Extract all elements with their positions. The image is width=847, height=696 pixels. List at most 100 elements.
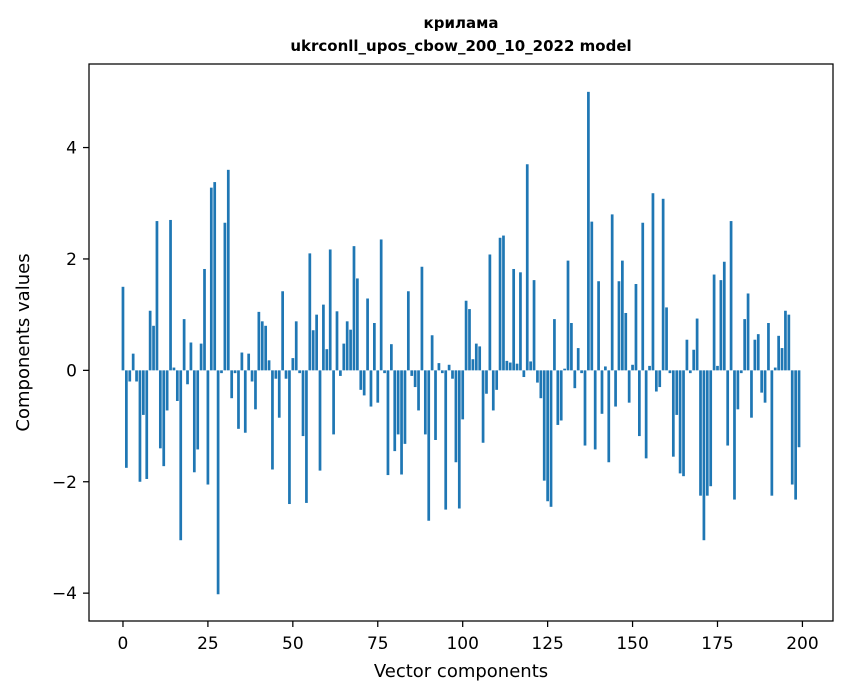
bar-component-156 — [651, 193, 655, 371]
bar-component-136 — [583, 370, 587, 446]
bar-component-153 — [641, 222, 645, 371]
y-tick-label: 4 — [66, 139, 77, 159]
bar-component-161 — [668, 370, 672, 374]
x-tick-label: 75 — [367, 634, 389, 654]
bar-component-133 — [573, 370, 577, 389]
bar-component-148 — [624, 312, 628, 371]
bar-component-35 — [240, 352, 244, 371]
bar-component-125 — [546, 370, 549, 502]
bar-component-100 — [461, 370, 465, 420]
bar-component-144 — [610, 214, 614, 371]
bar-component-178 — [726, 370, 730, 446]
bar-component-38 — [250, 370, 254, 382]
bar-component-74 — [373, 323, 376, 371]
bar-component-102 — [468, 309, 471, 371]
bar-component-9 — [152, 325, 155, 371]
bar-component-39 — [254, 370, 257, 410]
bar-component-83 — [403, 370, 407, 444]
bar-component-130 — [563, 368, 566, 371]
bar-component-87 — [417, 370, 420, 411]
bar-component-163 — [675, 370, 679, 415]
bar-component-15 — [172, 367, 176, 371]
bar-component-118 — [522, 370, 526, 378]
bar-component-172 — [705, 370, 709, 496]
plot-frame — [88, 63, 834, 622]
bar-component-196 — [787, 314, 791, 371]
bar-component-73 — [369, 370, 373, 407]
bar-component-34 — [237, 370, 240, 429]
bar-component-124 — [542, 370, 546, 481]
bar-component-108 — [488, 254, 492, 371]
bar-component-158 — [658, 370, 662, 388]
bar-component-60 — [325, 349, 329, 371]
bar-component-6 — [142, 370, 145, 415]
bar-component-95 — [444, 370, 448, 510]
bar-component-45 — [274, 370, 278, 379]
bar-component-127 — [553, 319, 556, 371]
bar-component-194 — [780, 348, 784, 371]
chart-title: крилама — [424, 14, 499, 32]
bar-component-121 — [532, 280, 536, 371]
bar-component-7 — [145, 370, 149, 479]
bar-component-84 — [406, 291, 410, 371]
y-tick-label: 0 — [66, 361, 77, 381]
bar-component-56 — [311, 330, 315, 371]
bar-component-168 — [692, 349, 696, 371]
bar-component-199 — [797, 370, 801, 448]
bar-component-103 — [471, 359, 475, 371]
bar-component-80 — [393, 370, 397, 452]
bar-component-77 — [383, 370, 386, 374]
bar-component-44 — [271, 370, 274, 470]
bar-component-117 — [519, 272, 522, 371]
bar-component-141 — [600, 370, 604, 414]
bar-component-151 — [634, 284, 638, 371]
bar-component-89 — [423, 370, 427, 435]
bar-component-146 — [617, 281, 621, 371]
bar-component-36 — [243, 370, 247, 433]
bar-component-22 — [196, 370, 200, 450]
bar-component-47 — [281, 291, 284, 371]
bar-component-26 — [209, 187, 213, 371]
bar-component-150 — [631, 364, 634, 371]
bar-component-32 — [230, 370, 234, 399]
bar-component-50 — [291, 358, 295, 371]
bar-component-94 — [440, 370, 444, 374]
bar-component-109 — [491, 370, 495, 411]
bar-component-106 — [481, 370, 485, 443]
bar-component-134 — [576, 348, 580, 371]
bar-component-19 — [186, 370, 189, 385]
x-tick-label: 175 — [701, 634, 733, 654]
bar-component-14 — [169, 219, 172, 371]
bar-component-175 — [716, 365, 719, 371]
bar-component-149 — [627, 370, 631, 403]
bar-component-137 — [587, 91, 590, 371]
bar-component-99 — [457, 370, 461, 509]
chart-subtitle: ukrconll_upos_cbow_200_10_2022 model — [290, 37, 631, 55]
bar-component-63 — [335, 311, 339, 371]
bar-component-25 — [206, 370, 210, 485]
bar-component-176 — [719, 280, 723, 371]
bar-component-2 — [128, 370, 132, 382]
bar-component-142 — [604, 366, 607, 371]
bar-component-97 — [451, 370, 454, 379]
bar-component-166 — [685, 339, 689, 371]
x-axis-label: Vector components — [374, 661, 548, 682]
bar-component-198 — [794, 370, 797, 500]
bar-component-82 — [400, 370, 403, 475]
bar-component-33 — [233, 370, 237, 374]
bar-component-42 — [264, 325, 268, 371]
bar-component-126 — [549, 370, 553, 507]
bar-component-190 — [767, 323, 770, 371]
bar-component-17 — [179, 370, 183, 541]
bar-component-37 — [247, 353, 251, 371]
bar-component-16 — [175, 370, 179, 401]
y-axis-label: Components values — [13, 253, 34, 431]
bar-component-66 — [345, 321, 349, 371]
bar-component-119 — [525, 164, 529, 371]
bar-component-78 — [386, 370, 390, 476]
bar-component-162 — [671, 370, 675, 457]
bar-component-41 — [260, 321, 264, 371]
bar-component-185 — [750, 370, 753, 418]
bar-component-12 — [162, 370, 166, 467]
